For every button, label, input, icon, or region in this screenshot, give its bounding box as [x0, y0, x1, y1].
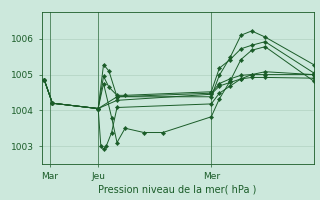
X-axis label: Pression niveau de la mer( hPa ): Pression niveau de la mer( hPa ) [99, 185, 257, 195]
